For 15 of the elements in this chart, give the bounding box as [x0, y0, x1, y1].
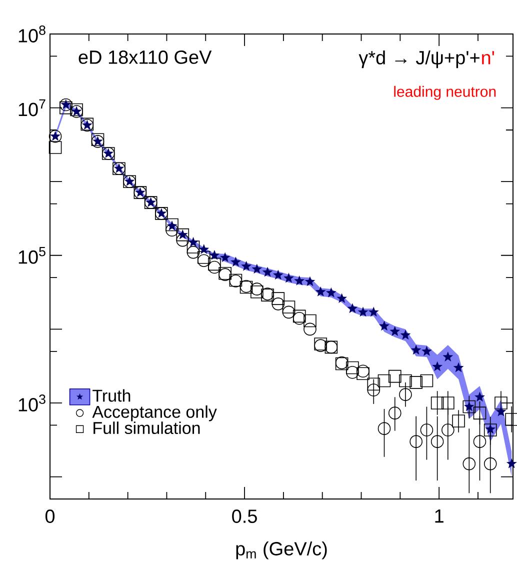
x-tick-label: 1: [435, 510, 444, 523]
y-tick-label: 10$^{5}$: [18, 246, 46, 264]
annotation: γ*d → J/ψ+p'+: [358, 50, 480, 68]
annotation: n': [482, 51, 494, 64]
y-tick-label: 10$^{3}$: [18, 394, 46, 412]
y-tick-label: 10$^{8}$: [18, 26, 46, 42]
legend-label: Acceptance only: [92, 405, 217, 422]
x-tick-label: 0.5: [232, 510, 257, 523]
annotation: eD 18x110 GeV: [78, 50, 212, 64]
x-axis-title: p$_{m}$ (GeV/c): [236, 542, 327, 560]
annotation: leading neutron: [394, 86, 496, 100]
x-tick-label: 0: [45, 510, 55, 523]
y-tick-label: 10$^{7}$: [18, 99, 46, 116]
legend-label: Full simulation: [94, 422, 200, 434]
legend-label: Truth: [92, 389, 130, 402]
